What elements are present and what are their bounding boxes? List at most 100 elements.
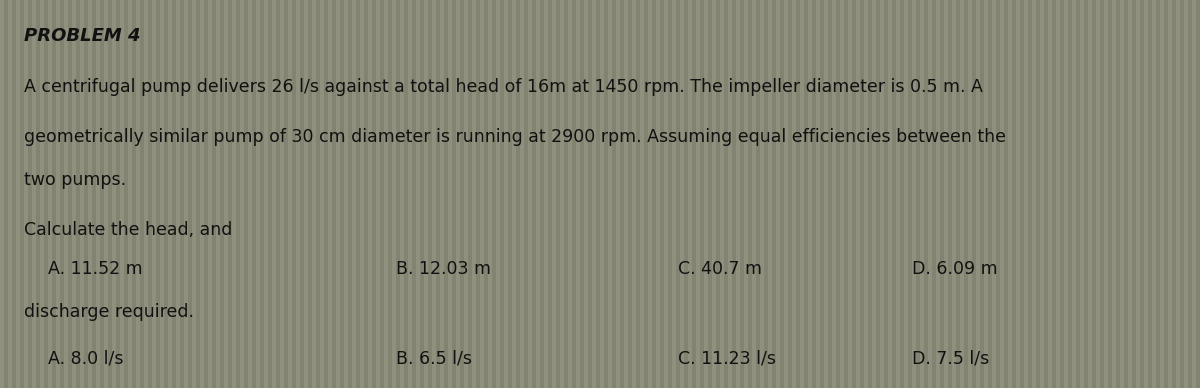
Bar xyxy=(664,0,668,388)
Bar xyxy=(368,0,372,388)
Bar xyxy=(196,0,200,388)
Bar xyxy=(1128,0,1132,388)
Bar xyxy=(796,0,800,388)
Bar xyxy=(764,0,768,388)
Bar xyxy=(680,0,684,388)
Bar xyxy=(984,0,988,388)
Bar xyxy=(616,0,620,388)
Bar xyxy=(572,0,576,388)
Bar xyxy=(720,0,724,388)
Bar xyxy=(84,0,88,388)
Bar xyxy=(320,0,324,388)
Bar xyxy=(264,0,268,388)
Bar xyxy=(1048,0,1052,388)
Bar xyxy=(168,0,172,388)
Bar xyxy=(728,0,732,388)
Bar xyxy=(504,0,508,388)
Bar xyxy=(1116,0,1120,388)
Bar xyxy=(324,0,328,388)
Bar xyxy=(916,0,920,388)
Bar xyxy=(220,0,224,388)
Bar xyxy=(1132,0,1136,388)
Bar xyxy=(904,0,908,388)
Bar xyxy=(236,0,240,388)
Bar xyxy=(352,0,356,388)
Bar xyxy=(768,0,772,388)
Bar xyxy=(832,0,836,388)
Bar xyxy=(552,0,556,388)
Bar xyxy=(512,0,516,388)
Text: two pumps.: two pumps. xyxy=(24,171,126,189)
Bar xyxy=(1008,0,1012,388)
Bar xyxy=(416,0,420,388)
Bar xyxy=(288,0,292,388)
Bar xyxy=(576,0,580,388)
Bar xyxy=(988,0,992,388)
Bar xyxy=(744,0,748,388)
Bar xyxy=(1076,0,1080,388)
Bar xyxy=(72,0,76,388)
Bar xyxy=(876,0,880,388)
Bar xyxy=(332,0,336,388)
Bar xyxy=(1016,0,1020,388)
Bar xyxy=(44,0,48,388)
Bar xyxy=(1124,0,1128,388)
Bar xyxy=(1104,0,1108,388)
Bar xyxy=(192,0,196,388)
Bar xyxy=(500,0,504,388)
Bar xyxy=(560,0,564,388)
Bar xyxy=(380,0,384,388)
Bar xyxy=(136,0,140,388)
Bar xyxy=(980,0,984,388)
Bar xyxy=(608,0,612,388)
Bar xyxy=(24,0,28,388)
Bar xyxy=(1044,0,1048,388)
Bar xyxy=(480,0,484,388)
Bar xyxy=(1184,0,1188,388)
Bar xyxy=(1024,0,1028,388)
Bar xyxy=(668,0,672,388)
Bar xyxy=(32,0,36,388)
Bar xyxy=(1172,0,1176,388)
Bar xyxy=(1072,0,1076,388)
Bar xyxy=(460,0,464,388)
Bar xyxy=(0,0,4,388)
Bar xyxy=(672,0,676,388)
Bar xyxy=(884,0,888,388)
Bar xyxy=(244,0,248,388)
Bar xyxy=(96,0,100,388)
Bar xyxy=(872,0,876,388)
Bar xyxy=(68,0,72,388)
Bar xyxy=(928,0,932,388)
Bar xyxy=(248,0,252,388)
Bar xyxy=(588,0,592,388)
Bar xyxy=(1068,0,1072,388)
Bar xyxy=(452,0,456,388)
Bar xyxy=(996,0,1000,388)
Bar xyxy=(360,0,364,388)
Bar xyxy=(640,0,644,388)
Bar xyxy=(100,0,104,388)
Bar xyxy=(120,0,124,388)
Bar xyxy=(16,0,20,388)
Bar xyxy=(676,0,680,388)
Bar xyxy=(812,0,816,388)
Bar xyxy=(1112,0,1116,388)
Bar xyxy=(1064,0,1068,388)
Bar xyxy=(696,0,700,388)
Bar xyxy=(4,0,8,388)
Bar xyxy=(756,0,760,388)
Bar xyxy=(172,0,176,388)
Bar xyxy=(344,0,348,388)
Bar xyxy=(440,0,444,388)
Bar xyxy=(272,0,276,388)
Bar xyxy=(1164,0,1168,388)
Bar xyxy=(716,0,720,388)
Bar xyxy=(840,0,844,388)
Text: A. 8.0 l/s: A. 8.0 l/s xyxy=(48,349,124,367)
Bar xyxy=(80,0,84,388)
Bar xyxy=(528,0,532,388)
Bar xyxy=(1100,0,1104,388)
Bar xyxy=(964,0,968,388)
Bar xyxy=(40,0,44,388)
